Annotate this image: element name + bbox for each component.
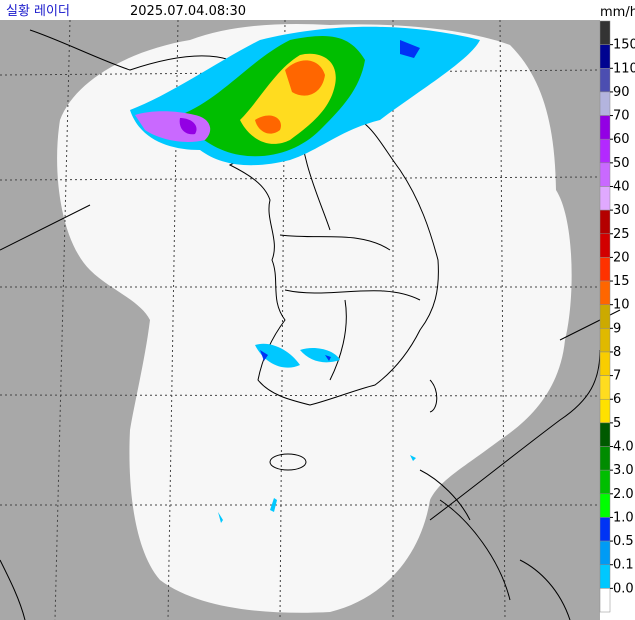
legend-band bbox=[599, 351, 611, 376]
legend-band bbox=[599, 20, 611, 45]
legend-label: 8 bbox=[613, 345, 621, 360]
legend-band bbox=[599, 304, 611, 329]
legend-label: 3.0 bbox=[613, 463, 634, 478]
legend-label: 9 bbox=[613, 321, 621, 336]
legend-label: 40 bbox=[613, 179, 630, 194]
legend-label: 20 bbox=[613, 250, 630, 265]
legend-label: 2.0 bbox=[613, 487, 634, 502]
legend-label: 1.0 bbox=[613, 510, 634, 525]
legend-unit: mm/h bbox=[600, 5, 635, 20]
legend-label: 150 bbox=[613, 38, 635, 53]
legend-label: 60 bbox=[613, 132, 630, 147]
legend-band bbox=[599, 280, 611, 305]
legend-band bbox=[599, 469, 611, 495]
legend-label: 10 bbox=[613, 298, 630, 313]
legend-label: 6 bbox=[613, 392, 621, 407]
legend-band bbox=[599, 446, 611, 471]
legend-label: 4.0 bbox=[613, 440, 634, 455]
legend-band bbox=[599, 375, 611, 400]
legend-label: 30 bbox=[613, 203, 630, 218]
legend-band bbox=[599, 138, 611, 164]
radar-coverage bbox=[57, 23, 572, 613]
legend-label: 110 bbox=[613, 61, 635, 76]
timestamp: 2025.07.04.08:30 bbox=[130, 4, 246, 19]
legend-band bbox=[599, 186, 611, 211]
legend-band bbox=[599, 233, 611, 258]
legend-band bbox=[599, 517, 611, 542]
legend-band bbox=[599, 398, 611, 424]
legend-label: 50 bbox=[613, 156, 630, 171]
legend-band bbox=[599, 328, 611, 353]
legend-label: 0.1 bbox=[613, 558, 634, 573]
legend-label: 0.0 bbox=[613, 581, 634, 596]
legend-label: 70 bbox=[613, 109, 630, 124]
title: 실황 레이더 bbox=[6, 4, 70, 19]
legend-band bbox=[599, 209, 611, 235]
legend-label: 5 bbox=[613, 416, 621, 431]
legend-band bbox=[599, 422, 611, 447]
legend-band bbox=[599, 588, 611, 613]
legend-band bbox=[599, 540, 611, 565]
legend-label: 7 bbox=[613, 369, 621, 384]
legend-band bbox=[599, 68, 611, 93]
legend-band bbox=[599, 91, 611, 116]
legend-band bbox=[599, 257, 611, 282]
legend-band bbox=[599, 115, 611, 140]
legend-label: 90 bbox=[613, 85, 630, 100]
legend-label: 15 bbox=[613, 274, 630, 289]
legend-band bbox=[599, 493, 611, 518]
legend: 150 110 90 70 60 50 40 30 25 20 15 10 9 8 7 6 5 4.0 3.0 2.0… bbox=[599, 20, 635, 613]
header-bar bbox=[0, 0, 600, 20]
legend-label: 25 bbox=[613, 227, 630, 242]
legend-band bbox=[599, 44, 611, 69]
legend-band bbox=[599, 162, 611, 187]
legend-label: 0.5 bbox=[613, 534, 634, 549]
rain-echoes bbox=[130, 26, 480, 523]
legend-band bbox=[599, 564, 611, 589]
